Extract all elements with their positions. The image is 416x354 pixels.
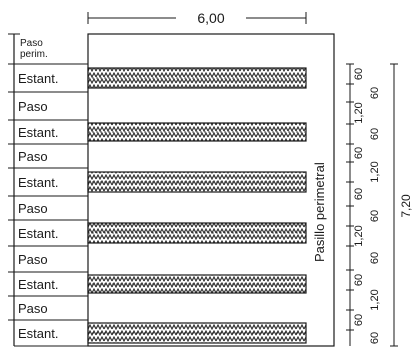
row-label-paso: Paso — [18, 149, 48, 164]
corridor-label: Pasillo perimetral — [312, 162, 327, 262]
row-label-paso: Paso — [18, 201, 48, 216]
dim-segment-label: 1,20 — [353, 225, 365, 246]
dim-segment-label: 60 — [369, 87, 381, 99]
dim-segment-label: 60 — [353, 147, 365, 159]
row-label-estant: Estant. — [18, 71, 58, 86]
dim-segment-label: 1,20 — [369, 289, 381, 310]
dim-segment-label: 60 — [353, 68, 365, 80]
row-label-estant: Estant. — [18, 226, 58, 241]
top-dimension: 6,00 — [87, 10, 307, 26]
row-label-estant: Estant. — [18, 125, 58, 140]
shelf-block — [87, 322, 307, 344]
shelf-block — [87, 274, 307, 294]
shelves-group — [87, 67, 307, 344]
dim-segment-label: 60 — [353, 314, 365, 326]
shelf-block — [87, 122, 307, 142]
dim-segment-label: 60 — [353, 274, 365, 286]
dim-segment-label: 60 — [369, 332, 381, 344]
dim-segment-label: 60 — [369, 252, 381, 264]
dim-segment-label: 60 — [353, 188, 365, 200]
rows-group: Pasoperim.Estant.PasoEstant.PasoEstant.P… — [8, 33, 88, 347]
shelf-block — [87, 171, 307, 193]
dim-segment-label: 60 — [369, 210, 381, 222]
row-label-paso: Paso — [18, 252, 48, 267]
shelf-block — [87, 222, 307, 244]
total-depth-label: 7,20 — [399, 194, 413, 218]
top-dimension-label: 6,00 — [197, 10, 224, 26]
row-label-paso-perim: Paso — [20, 38, 43, 49]
shelf-block — [87, 67, 307, 89]
row-label-estant: Estant. — [18, 277, 58, 292]
row-label-estant: Estant. — [18, 326, 58, 341]
right-dimension-chain: 7,20 60 60 1,20 60 60 1,20 60 60 1,20 60 60 1,20 60 6… — [346, 63, 413, 347]
row-label-paso-perim: perim. — [20, 49, 48, 60]
row-label-estant: Estant. — [18, 175, 58, 190]
dim-segment-label: 1,20 — [353, 102, 365, 123]
dim-segment-label: 60 — [369, 128, 381, 140]
row-label-paso: Paso — [18, 99, 48, 114]
row-label-paso: Paso — [18, 301, 48, 316]
dim-segment-label: 1,20 — [369, 161, 381, 182]
